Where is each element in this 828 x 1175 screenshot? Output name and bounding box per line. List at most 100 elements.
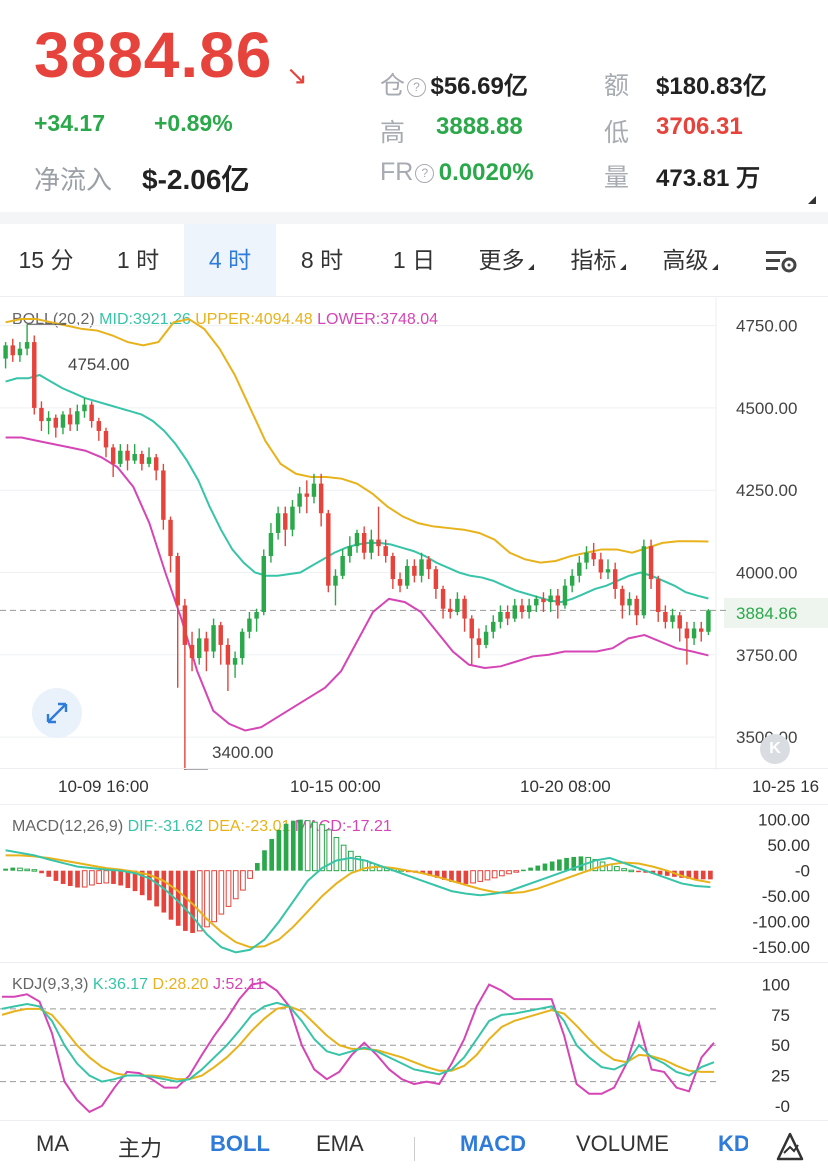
candle-body — [605, 569, 611, 573]
boll-lower-line — [5, 436, 709, 732]
macd-bar — [262, 850, 267, 871]
macd-bar — [132, 870, 138, 892]
macd-bar — [700, 870, 706, 880]
expand-stats-icon[interactable] — [808, 188, 816, 204]
macd-name: MACD(12,26,9) — [12, 818, 124, 835]
candle-body — [555, 595, 561, 606]
macd-bar — [521, 869, 526, 872]
macd-chart[interactable]: 100.00 50.00 -0 -50.00 -100.00 -150.00 — [0, 806, 828, 962]
macd-bar — [269, 839, 275, 871]
candle-body — [283, 513, 288, 530]
candle-body — [125, 450, 130, 461]
macd-bar — [3, 868, 8, 871]
candle-body — [577, 562, 582, 576]
scroll-to-latest-button[interactable]: K — [760, 734, 790, 764]
candle-body — [103, 430, 109, 448]
candle-body — [32, 342, 37, 408]
macd-bar — [491, 870, 498, 879]
divider — [0, 962, 828, 963]
candle-body — [440, 588, 446, 609]
tab-8h[interactable]: 8 时 — [300, 247, 344, 273]
y-tick: 100.00 — [758, 811, 810, 830]
macd-bar — [118, 870, 124, 886]
candle-body — [304, 493, 310, 497]
candle-body — [663, 612, 668, 622]
macd-legend: MACD(12,26,9) DIF:-31.62 DEA:-23.01 MACD… — [12, 818, 392, 836]
tab-more[interactable]: 更多 — [460, 224, 552, 296]
candle-body — [232, 658, 238, 665]
macd-bar — [46, 870, 52, 877]
nav-ema[interactable]: EMA — [316, 1131, 364, 1156]
candle-body — [562, 585, 568, 606]
high-value: 3888.88 — [436, 113, 523, 140]
chart-settings-icon[interactable] — [764, 248, 798, 274]
macd-bar — [283, 823, 289, 871]
candle-body — [706, 610, 711, 632]
macd-bar — [470, 870, 476, 884]
candle-body — [648, 546, 654, 580]
last-price: 3884.86 — [34, 19, 273, 91]
candle-body — [297, 493, 302, 507]
tab-1d[interactable]: 1 日 — [392, 247, 436, 273]
boll-upper: UPPER:4094.48 — [195, 311, 313, 328]
tab-15m[interactable]: 15 分 — [18, 247, 74, 273]
y-tick: 25 — [771, 1067, 790, 1086]
macd-bar — [103, 870, 110, 884]
macd-bar — [449, 870, 454, 882]
candle-body — [132, 454, 137, 461]
drawing-tool-icon[interactable] — [774, 1131, 806, 1163]
macd-bar — [571, 856, 577, 871]
macd-bar — [557, 859, 562, 871]
section-divider — [0, 212, 828, 224]
y-tick: -50.00 — [762, 887, 810, 906]
nav-boll[interactable]: BOLL — [210, 1131, 270, 1156]
macd-bar — [17, 867, 23, 872]
candlestick-chart[interactable]: 4750.004500.004250.004000.003750.003500.… — [0, 296, 828, 770]
macd-bar — [420, 870, 426, 874]
nav-macd[interactable]: MACD — [460, 1131, 526, 1156]
nav-main-force[interactable]: 主力 — [118, 1136, 163, 1161]
open-interest-label: 仓 — [380, 72, 406, 100]
tab-indicators[interactable]: 指标 — [552, 224, 644, 296]
macd-bar — [326, 829, 333, 872]
candle-body — [110, 447, 116, 464]
tab-1h[interactable]: 1 时 — [116, 247, 160, 273]
macd-bar — [657, 870, 663, 875]
tab-4h[interactable]: 4 时 — [184, 224, 276, 296]
help-icon[interactable]: ? — [407, 78, 427, 97]
macd-bar — [225, 870, 232, 907]
kdj-chart[interactable]: 100 75 50 25 -0 — [0, 964, 828, 1120]
candle-body — [354, 533, 360, 547]
macd-bar — [175, 870, 181, 926]
tab-advanced[interactable]: 高级 — [644, 224, 736, 296]
macd-bar — [161, 870, 167, 913]
x-tick: 10-09 16:00 — [58, 777, 149, 796]
candle-body — [175, 556, 180, 606]
macd-bar — [528, 867, 533, 871]
nav-ma[interactable]: MA — [36, 1131, 69, 1156]
boll-mid: MID:3921.26 — [99, 311, 191, 328]
candle-body — [211, 625, 216, 652]
candle-body — [641, 546, 647, 616]
volume-value: 473.81 万 — [656, 165, 761, 192]
candle-body — [247, 618, 252, 632]
help-icon[interactable]: ? — [415, 164, 435, 183]
nav-volume[interactable]: VOLUME — [576, 1131, 669, 1156]
macd-bar — [427, 870, 433, 876]
macd-bar — [67, 870, 73, 886]
candle-body — [620, 588, 625, 606]
macd-bar — [24, 868, 31, 872]
macd-bar — [53, 870, 59, 881]
macd-bar — [708, 870, 713, 880]
nav-kdj[interactable]: KD — [718, 1131, 748, 1156]
macd-bar — [441, 870, 447, 880]
indicator-nav: MA 主力 BOLL EMA MACD VOLUME KD — [0, 1120, 828, 1175]
macd-bar — [232, 870, 239, 900]
fullscreen-button[interactable] — [32, 688, 82, 738]
x-tick: 10-20 08:00 — [520, 777, 611, 796]
candle-body — [10, 345, 15, 356]
kdj-j: J:52.11 — [213, 976, 265, 993]
candle-body — [89, 404, 94, 422]
candle-body — [182, 605, 188, 645]
funding-rate-label: FR — [380, 158, 414, 186]
